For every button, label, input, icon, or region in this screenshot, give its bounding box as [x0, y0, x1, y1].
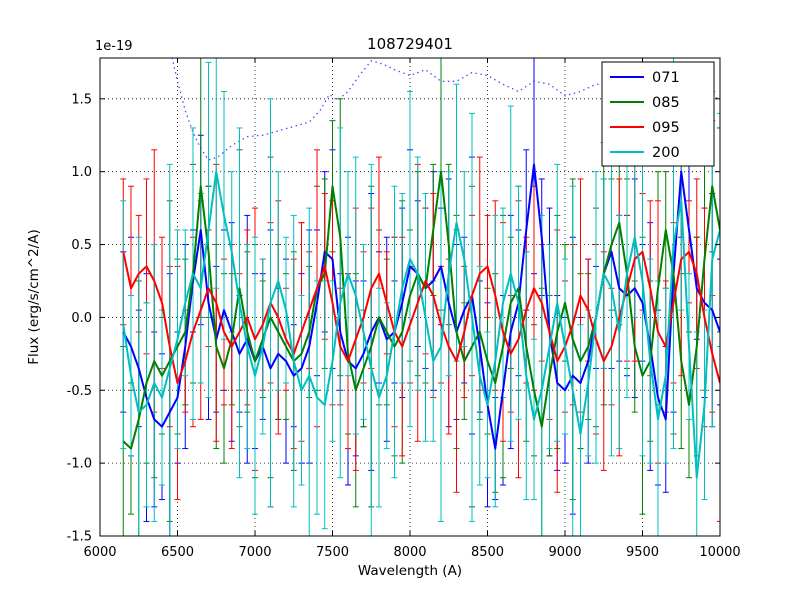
axis-ticks [99, 58, 721, 537]
legend-item-071: 071 [610, 70, 680, 86]
x-tick-label: 7000 [238, 545, 271, 560]
series-200-line [122, 170, 720, 479]
legend-item-085: 085 [610, 95, 680, 111]
x-tick-label: 8000 [393, 545, 426, 560]
x-tick-label: 9500 [626, 545, 659, 560]
legend-item-095: 095 [610, 120, 680, 136]
y-tick-label: 1.5 [71, 92, 92, 107]
y-tick-label: 0.0 [71, 311, 92, 326]
chart-title: 108729401 [367, 35, 453, 53]
tick-labels: 6000 6500 7000 7500 8000 8500 9000 9500 10000 -1.… [67, 92, 741, 560]
legend: 071 085 095 200 [601, 61, 715, 167]
y-tick-label: -0.5 [67, 384, 92, 399]
y-tick-label: 1.0 [71, 165, 92, 180]
legend-label: 085 [652, 95, 680, 111]
legend-item-200: 200 [610, 145, 680, 161]
series-085-line [122, 170, 720, 450]
legend-label: 095 [652, 120, 680, 136]
x-tick-label: 9000 [548, 545, 581, 560]
axis-offset-label: 1e-19 [95, 39, 133, 54]
chart-content: 6000 6500 7000 7500 8000 8500 9000 9500 10000 -1.… [67, 57, 741, 560]
x-tick-label: 6000 [83, 545, 116, 560]
x-axis-label: Wavelength (A) [358, 563, 462, 579]
x-tick-label: 10000 [699, 545, 740, 560]
y-tick-label: -1.0 [67, 457, 92, 472]
legend-label: 071 [652, 70, 680, 86]
y-tick-label: -1.5 [67, 530, 92, 545]
legend-label: 200 [652, 145, 680, 161]
x-tick-label: 7500 [316, 545, 349, 560]
x-tick-label: 6500 [161, 545, 194, 560]
x-tick-label: 8500 [471, 545, 504, 560]
y-axis-label: Flux (erg/s/cm^2/A) [26, 229, 42, 364]
y-tick-label: 0.5 [71, 238, 92, 253]
